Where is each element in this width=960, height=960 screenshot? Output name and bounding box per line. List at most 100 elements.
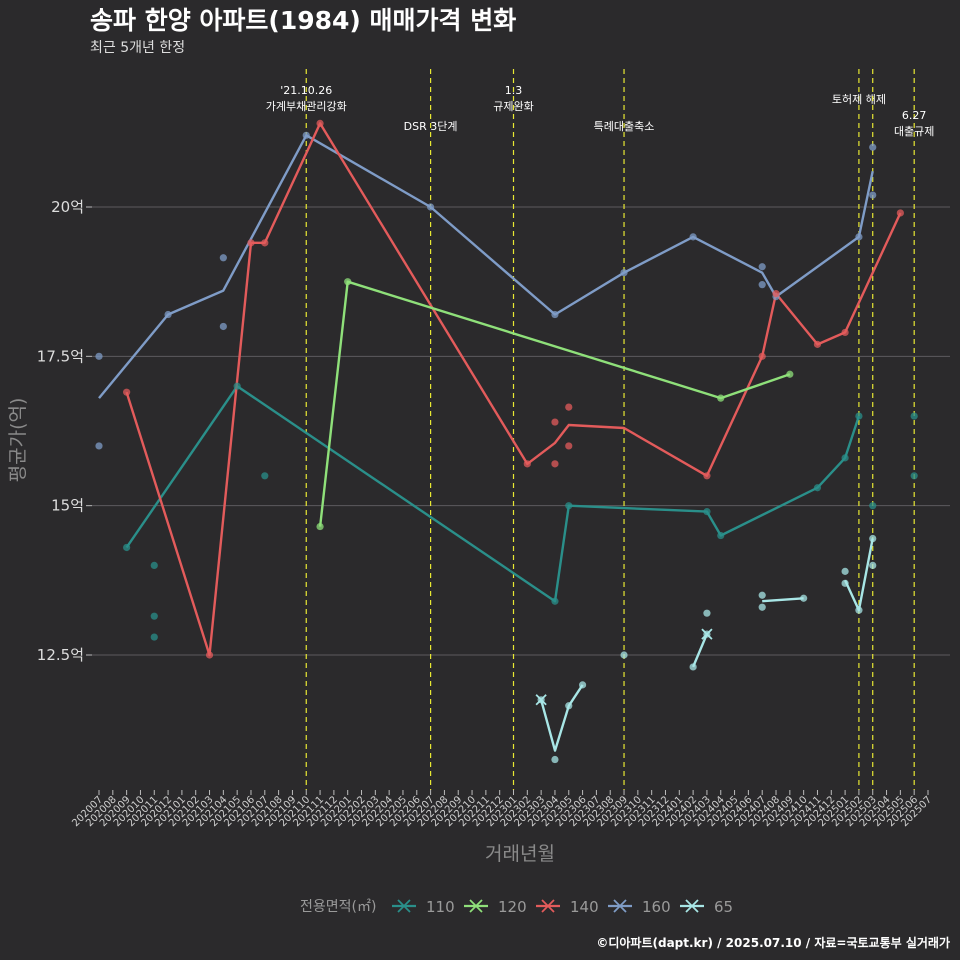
legend-item-110: 110 xyxy=(392,898,455,916)
legend-label: 160 xyxy=(642,898,671,916)
data-point-110 xyxy=(703,508,711,516)
cross-stroke xyxy=(535,694,547,706)
data-point-160 xyxy=(219,322,227,331)
data-point-140 xyxy=(205,651,214,659)
data-point-140 xyxy=(813,340,822,348)
event-label-line: 가계부채관리강화 xyxy=(266,100,347,113)
data-point-160 xyxy=(427,203,435,211)
data-point-110 xyxy=(869,502,877,510)
event-label-line: 대출규제 xyxy=(894,125,934,138)
data-point-110 xyxy=(150,612,158,620)
event-label-line: 규제완화 xyxy=(493,100,533,113)
data-point-110 xyxy=(261,472,269,480)
data-point-110 xyxy=(150,561,158,570)
data-point-65 xyxy=(855,606,863,614)
data-point-120 xyxy=(344,278,352,286)
legend-label: 120 xyxy=(498,898,527,916)
data-point-140 xyxy=(703,472,711,480)
legend-cross xyxy=(397,899,411,913)
legend-label: 110 xyxy=(426,898,455,916)
data-point-65 xyxy=(758,591,766,599)
data-point-140 xyxy=(523,460,531,468)
data-point-160 xyxy=(219,254,227,262)
data-point-110 xyxy=(123,543,131,552)
event-label: DSR 3단계 xyxy=(404,120,458,133)
data-point-160 xyxy=(551,310,559,319)
data-point-65 xyxy=(758,603,766,611)
event-label-line: 토허제 해제 xyxy=(832,92,886,106)
data-point-140 xyxy=(316,119,324,127)
series-line-120 xyxy=(318,280,791,527)
legend-title: 전용면적(㎡) xyxy=(300,899,376,915)
series-lines xyxy=(98,122,902,752)
cross-marker-65 xyxy=(535,694,547,706)
data-point-110 xyxy=(551,597,559,605)
data-point-65 xyxy=(620,651,628,659)
data-point-140 xyxy=(551,460,559,468)
legend-cross xyxy=(685,899,699,913)
data-point-110 xyxy=(717,531,725,540)
data-point-65 xyxy=(841,579,849,587)
event-label: 특례대출축소 xyxy=(594,120,655,133)
data-point-120 xyxy=(717,394,725,402)
data-point-65 xyxy=(800,594,808,602)
event-label: '21.10.26 가계부채관리강화 xyxy=(266,84,347,113)
data-point-140 xyxy=(261,239,269,247)
data-point-110 xyxy=(910,472,918,480)
legend-cross xyxy=(613,899,627,913)
legend-cross xyxy=(469,899,483,913)
event-label: 6.27 대출규제 xyxy=(894,109,934,138)
legend-item-140: 140 xyxy=(536,898,599,916)
legend-item-120: 120 xyxy=(464,898,527,916)
series-line-140 xyxy=(125,122,902,657)
series-line-65 xyxy=(691,633,709,668)
data-point-140 xyxy=(841,328,849,337)
legend-cross xyxy=(541,899,555,913)
data-point-65 xyxy=(565,702,573,710)
data-point-160 xyxy=(758,263,766,271)
data-point-140 xyxy=(551,418,559,426)
chart-title: 송파 한양 아파트(1984) 매매가격 변화 xyxy=(90,6,516,35)
legend-item-65: 65 xyxy=(680,898,733,916)
data-point-140 xyxy=(247,239,255,247)
data-point-65 xyxy=(703,609,711,617)
data-point-110 xyxy=(841,454,849,462)
data-point-140 xyxy=(896,209,904,217)
data-point-160 xyxy=(95,352,103,360)
event-label-line: 1.3 xyxy=(505,84,523,97)
data-point-160 xyxy=(689,233,697,241)
data-point-110 xyxy=(813,484,822,492)
y-tick-label: 15억 xyxy=(51,497,84,515)
series-line-65 xyxy=(762,597,804,603)
data-point-160 xyxy=(620,269,628,277)
x-axis-label: 거래년월 xyxy=(485,843,555,865)
event-label: 토허제 해제 xyxy=(832,92,886,106)
y-axis-label: 평균가(억) xyxy=(7,398,29,483)
data-point-160 xyxy=(95,442,103,450)
series-line-160 xyxy=(98,134,874,399)
legend-item-160: 160 xyxy=(608,898,671,916)
cross-marker-65 xyxy=(701,628,713,640)
event-label-line: DSR 3단계 xyxy=(404,120,458,133)
data-point-140 xyxy=(758,352,766,360)
data-point-160 xyxy=(758,281,766,289)
legend-label: 140 xyxy=(570,898,599,916)
data-point-65 xyxy=(869,534,877,543)
data-point-110 xyxy=(565,502,573,510)
event-label-line: 6.27 xyxy=(902,109,927,122)
data-point-65 xyxy=(689,663,697,671)
data-point-160 xyxy=(855,233,863,241)
data-point-160 xyxy=(869,191,877,199)
x-axis-ticks: 2020072020082020092020102020112020122021… xyxy=(70,790,934,829)
legend: 전용면적(㎡) 110 120 140 160 65 xyxy=(300,898,733,916)
data-point-65 xyxy=(869,561,877,570)
series-line-65 xyxy=(539,684,584,752)
y-tick-label: 12.5억 xyxy=(37,646,84,664)
y-axis-ticks: 12.5억 15억 17.5억 20억 xyxy=(37,198,92,664)
event-label-line: '21.10.26 xyxy=(280,84,332,97)
data-point-120 xyxy=(786,370,794,378)
series-line-110 xyxy=(125,385,861,603)
